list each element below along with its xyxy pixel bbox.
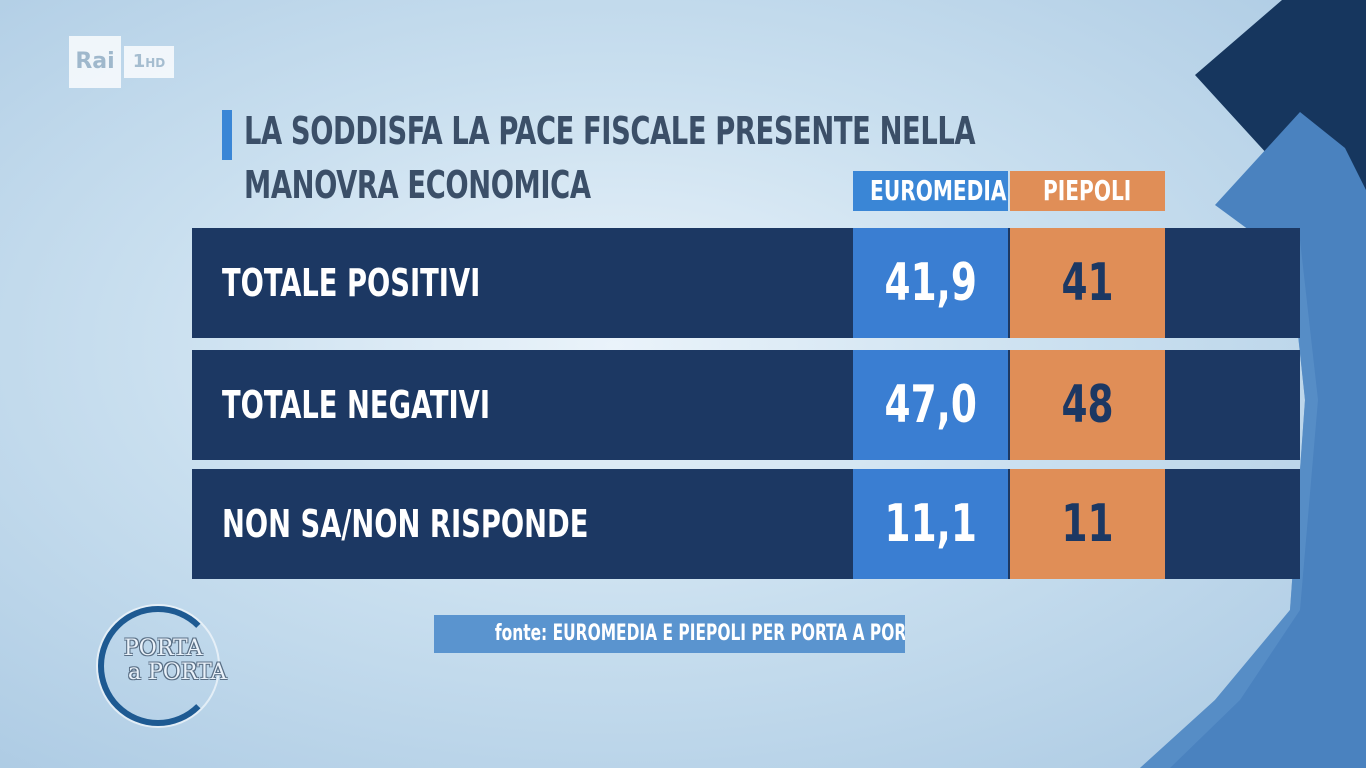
table-row-non-sa: NON SA/NON RISPONDE 11,1 11 <box>192 469 1300 579</box>
title-accent-bar <box>222 110 232 160</box>
cell-piepoli: 11 <box>1010 469 1165 579</box>
channel-suffix: HD <box>145 56 166 70</box>
table-row-negativi: TOTALE NEGATIVI 47,0 48 <box>192 350 1300 460</box>
column-header-euromedia-label: EUROMEDIA <box>870 174 1007 207</box>
cell-value: 48 <box>1061 375 1114 435</box>
show-logo-ring <box>98 606 218 726</box>
row-label: TOTALE NEGATIVI <box>222 383 490 427</box>
source-caption: fonte: EUROMEDIA E PIEPOLI PER PORTA A P… <box>434 615 905 653</box>
chart-title: LA SODDISFA LA PACE FISCALE PRESENTE NEL… <box>244 109 976 207</box>
cell-value: 11 <box>1061 494 1114 554</box>
channel-number-badge: 1HD <box>124 46 174 78</box>
channel-logo: Rai <box>69 36 121 88</box>
table-row-positivi: TOTALE POSITIVI 41,9 41 <box>192 228 1300 338</box>
cell-euromedia: 41,9 <box>853 228 1008 338</box>
row-label: TOTALE POSITIVI <box>222 261 481 305</box>
cell-euromedia: 47,0 <box>853 350 1008 460</box>
cell-euromedia: 11,1 <box>853 469 1008 579</box>
source-text: fonte: EUROMEDIA E PIEPOLI PER PORTA A P… <box>494 621 905 646</box>
cell-piepoli: 48 <box>1010 350 1165 460</box>
cell-value: 41,9 <box>884 253 977 313</box>
show-logo-line2: a PORTA <box>128 660 227 685</box>
show-logo: PORTA a PORTA <box>94 600 244 726</box>
cell-piepoli: 41 <box>1010 228 1165 338</box>
cell-value: 11,1 <box>884 494 977 554</box>
column-header-piepoli: PIEPOLI <box>1010 171 1165 211</box>
cell-value: 47,0 <box>884 375 977 435</box>
column-header-euromedia: EUROMEDIA <box>853 171 1008 211</box>
show-logo-line1: PORTA <box>124 636 203 661</box>
column-header-piepoli-label: PIEPOLI <box>1043 174 1132 207</box>
row-label: NON SA/NON RISPONDE <box>222 502 589 546</box>
channel-number: 1 <box>132 51 146 72</box>
cell-value: 41 <box>1061 253 1114 313</box>
